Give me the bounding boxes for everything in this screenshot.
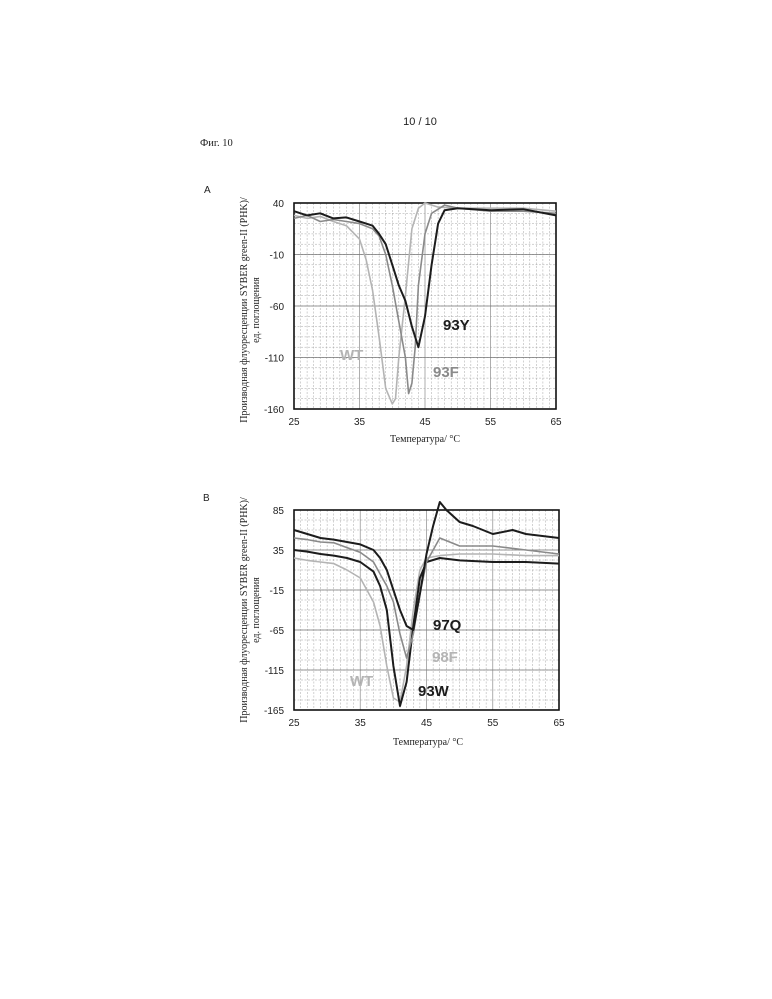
chart-b-x-tick-label: 35 [355, 718, 367, 729]
chart-b-label-98f: 98F [432, 649, 458, 666]
chart-b-x-tick-label: 65 [553, 718, 565, 729]
chart-a-label-93f: 93F [433, 364, 459, 381]
chart-a-x-tick-label: 55 [485, 417, 497, 428]
chart-a-ylabel-line2: ед. поглощения [251, 277, 262, 343]
chart-a-label-wt: WT [340, 347, 363, 364]
chart-b-x-tick-label: 25 [288, 718, 300, 729]
chart-a-ylabel-line1: Производная флуоресценции SYBER green-II… [239, 197, 250, 423]
chart-b-xlabel: Температура/ °C [393, 737, 463, 748]
chart-b-y-tick-label: -115 [265, 666, 285, 677]
chart-a-y-tick-label: -110 [265, 354, 285, 365]
chart-a: Производная флуоресценции SYBER green-II… [239, 197, 562, 445]
chart-a-xlabel: Температура/ °C [390, 434, 460, 445]
chart-b-label-93w: 93W [418, 683, 450, 700]
chart-b-y-tick-label: 85 [273, 506, 285, 517]
chart-b-label-wt: WT [350, 673, 373, 690]
chart-b-y-tick-label: -165 [264, 706, 284, 717]
chart-b-label-97q: 97Q [433, 617, 462, 634]
chart-b-x-tick-label: 45 [421, 718, 433, 729]
chart-b: Производная флуоресценции SYBER green-II… [239, 497, 565, 748]
chart-a-x-tick-label: 65 [550, 417, 562, 428]
chart-b-y-tick-label: -15 [270, 586, 285, 597]
chart-a-y-tick-label: 40 [273, 199, 285, 210]
chart-a-y-tick-label: -10 [270, 251, 285, 262]
chart-b-x-tick-label: 55 [487, 718, 499, 729]
chart-b-y-tick-label: -65 [270, 626, 285, 637]
chart-a-y-tick-label: -60 [270, 302, 285, 313]
chart-a-y-tick-label: -160 [264, 405, 284, 416]
chart-a-x-tick-label: 45 [419, 417, 431, 428]
chart-a-x-tick-label: 25 [288, 417, 300, 428]
chart-b-ylabel-line2: ед. поглощения [251, 577, 262, 643]
chart-b-ylabel-line1: Производная флуоресценции SYBER green-II… [239, 497, 250, 723]
chart-a-x-tick-label: 35 [354, 417, 366, 428]
chart-b-y-tick-label: 35 [273, 546, 285, 557]
chart-a-label-93y: 93Y [443, 317, 470, 334]
